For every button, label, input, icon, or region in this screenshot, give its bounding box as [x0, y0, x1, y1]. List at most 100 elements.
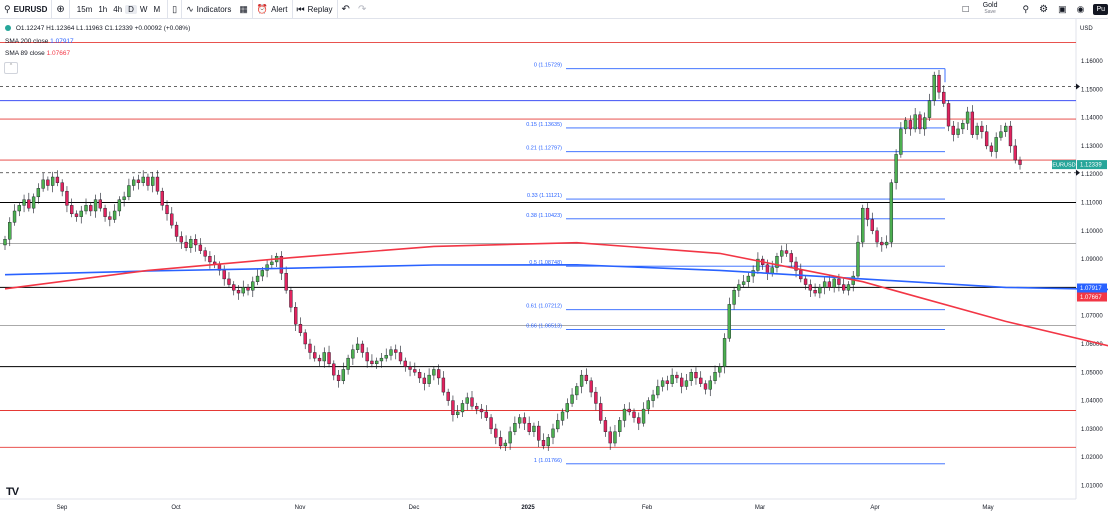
candle-body[interactable] [556, 420, 560, 430]
candle-body[interactable] [31, 196, 36, 209]
candle-body[interactable] [718, 366, 722, 373]
candle-body[interactable] [613, 431, 617, 444]
candle-body[interactable] [241, 287, 245, 294]
candle-body[interactable] [865, 207, 870, 220]
chart-type-button[interactable]: ▯ [167, 0, 181, 18]
candle-body[interactable] [265, 264, 269, 271]
candle-body[interactable] [770, 267, 774, 274]
candle-body[interactable] [322, 352, 326, 362]
candle-body[interactable] [279, 256, 284, 274]
candle-body[interactable] [637, 417, 641, 424]
candle-body[interactable] [989, 145, 994, 152]
indicators-button[interactable]: ∿ Indicators [181, 0, 235, 18]
candle-body[interactable] [527, 423, 531, 432]
candle-body[interactable] [131, 179, 136, 186]
publish-button[interactable]: Pu [1093, 3, 1108, 15]
interval-w[interactable]: W [139, 4, 148, 14]
candle-body[interactable] [489, 417, 493, 430]
candle-body[interactable] [537, 425, 541, 441]
candle-body[interactable] [575, 386, 579, 396]
quick-search-icon[interactable]: ⚲ [1022, 3, 1030, 14]
candle-body[interactable] [398, 352, 403, 362]
candle-body[interactable] [618, 420, 622, 432]
candle-body[interactable] [189, 239, 193, 248]
candle-body[interactable] [560, 411, 565, 421]
candle-body[interactable] [17, 205, 21, 212]
candle-body[interactable] [822, 281, 827, 288]
candle-body[interactable] [565, 403, 569, 413]
candle-body[interactable] [837, 278, 841, 285]
candle-body[interactable] [856, 241, 860, 277]
candle-body[interactable] [956, 128, 960, 135]
candle-body[interactable] [203, 250, 207, 257]
candle-body[interactable] [808, 284, 813, 291]
candle-body[interactable] [84, 205, 88, 212]
redo-button[interactable]: ↷ [354, 0, 370, 18]
candle-body[interactable] [432, 369, 436, 376]
candle-body[interactable] [975, 125, 979, 135]
candle-body[interactable] [74, 213, 79, 217]
candle-body[interactable] [789, 253, 793, 263]
candle-body[interactable] [193, 239, 198, 246]
candle-body[interactable] [103, 207, 107, 217]
candle-body[interactable] [1013, 145, 1017, 161]
candle-body[interactable] [970, 111, 975, 135]
candle-body[interactable] [317, 357, 322, 362]
candle-body[interactable] [832, 278, 836, 288]
candle-body[interactable] [341, 369, 346, 381]
interval-4h[interactable]: 4h [113, 4, 123, 14]
candle-body[interactable] [584, 374, 589, 381]
candle-body[interactable] [784, 250, 789, 254]
candle-body[interactable] [446, 391, 450, 401]
candle-body[interactable] [675, 374, 679, 379]
candle-body[interactable] [50, 176, 55, 186]
candle-body[interactable] [861, 207, 865, 243]
alert-button[interactable]: ⏰ Alert [251, 0, 292, 18]
candle-body[interactable] [260, 270, 265, 277]
candle-body[interactable] [465, 397, 469, 404]
candle-body[interactable] [41, 179, 45, 189]
candle-body[interactable] [89, 205, 93, 212]
candle-body[interactable] [918, 114, 922, 130]
candle-body[interactable] [470, 397, 474, 407]
candle-body[interactable] [646, 400, 650, 410]
candle-body[interactable] [846, 284, 851, 291]
candle-body[interactable] [756, 258, 760, 271]
candle-body[interactable] [284, 273, 288, 291]
candle-body[interactable] [813, 290, 817, 294]
candle-body[interactable] [184, 241, 188, 248]
candle-body[interactable] [665, 380, 670, 384]
sma89-legend[interactable]: SMA 89 close 1.07667 [5, 50, 70, 57]
candle-body[interactable] [961, 123, 965, 130]
candle-body[interactable] [894, 154, 898, 183]
candle-body[interactable] [351, 349, 355, 359]
candle-body[interactable] [251, 281, 255, 291]
candle-body[interactable] [227, 278, 231, 285]
candle-body[interactable] [475, 406, 479, 410]
candle-body[interactable] [236, 290, 241, 294]
candle-body[interactable] [136, 179, 141, 183]
candle-body[interactable] [151, 176, 155, 186]
interval-m[interactable]: M [153, 4, 161, 14]
sma200-legend[interactable]: SMA 200 close 1.07917 [5, 38, 74, 45]
candle-body[interactable] [441, 377, 446, 393]
candle-body[interactable] [670, 374, 674, 384]
candle-body[interactable] [660, 380, 665, 387]
candle-body[interactable] [484, 411, 488, 418]
candle-body[interactable] [79, 210, 83, 217]
candle-body[interactable] [384, 355, 388, 359]
candle-body[interactable] [842, 284, 846, 291]
candle-body[interactable] [532, 425, 536, 432]
candle-body[interactable] [60, 182, 64, 192]
candle-body[interactable] [751, 270, 755, 277]
candle-body[interactable] [889, 182, 894, 243]
settings-icon[interactable]: ⚙ [1039, 3, 1049, 15]
candle-body[interactable] [737, 284, 741, 291]
candle-body[interactable] [3, 239, 7, 246]
candle-body[interactable] [36, 188, 41, 198]
candle-body[interactable] [394, 349, 398, 353]
candle-body[interactable] [937, 74, 941, 93]
candle-body[interactable] [303, 332, 307, 345]
candle-body[interactable] [946, 103, 951, 127]
candle-body[interactable] [727, 304, 731, 339]
